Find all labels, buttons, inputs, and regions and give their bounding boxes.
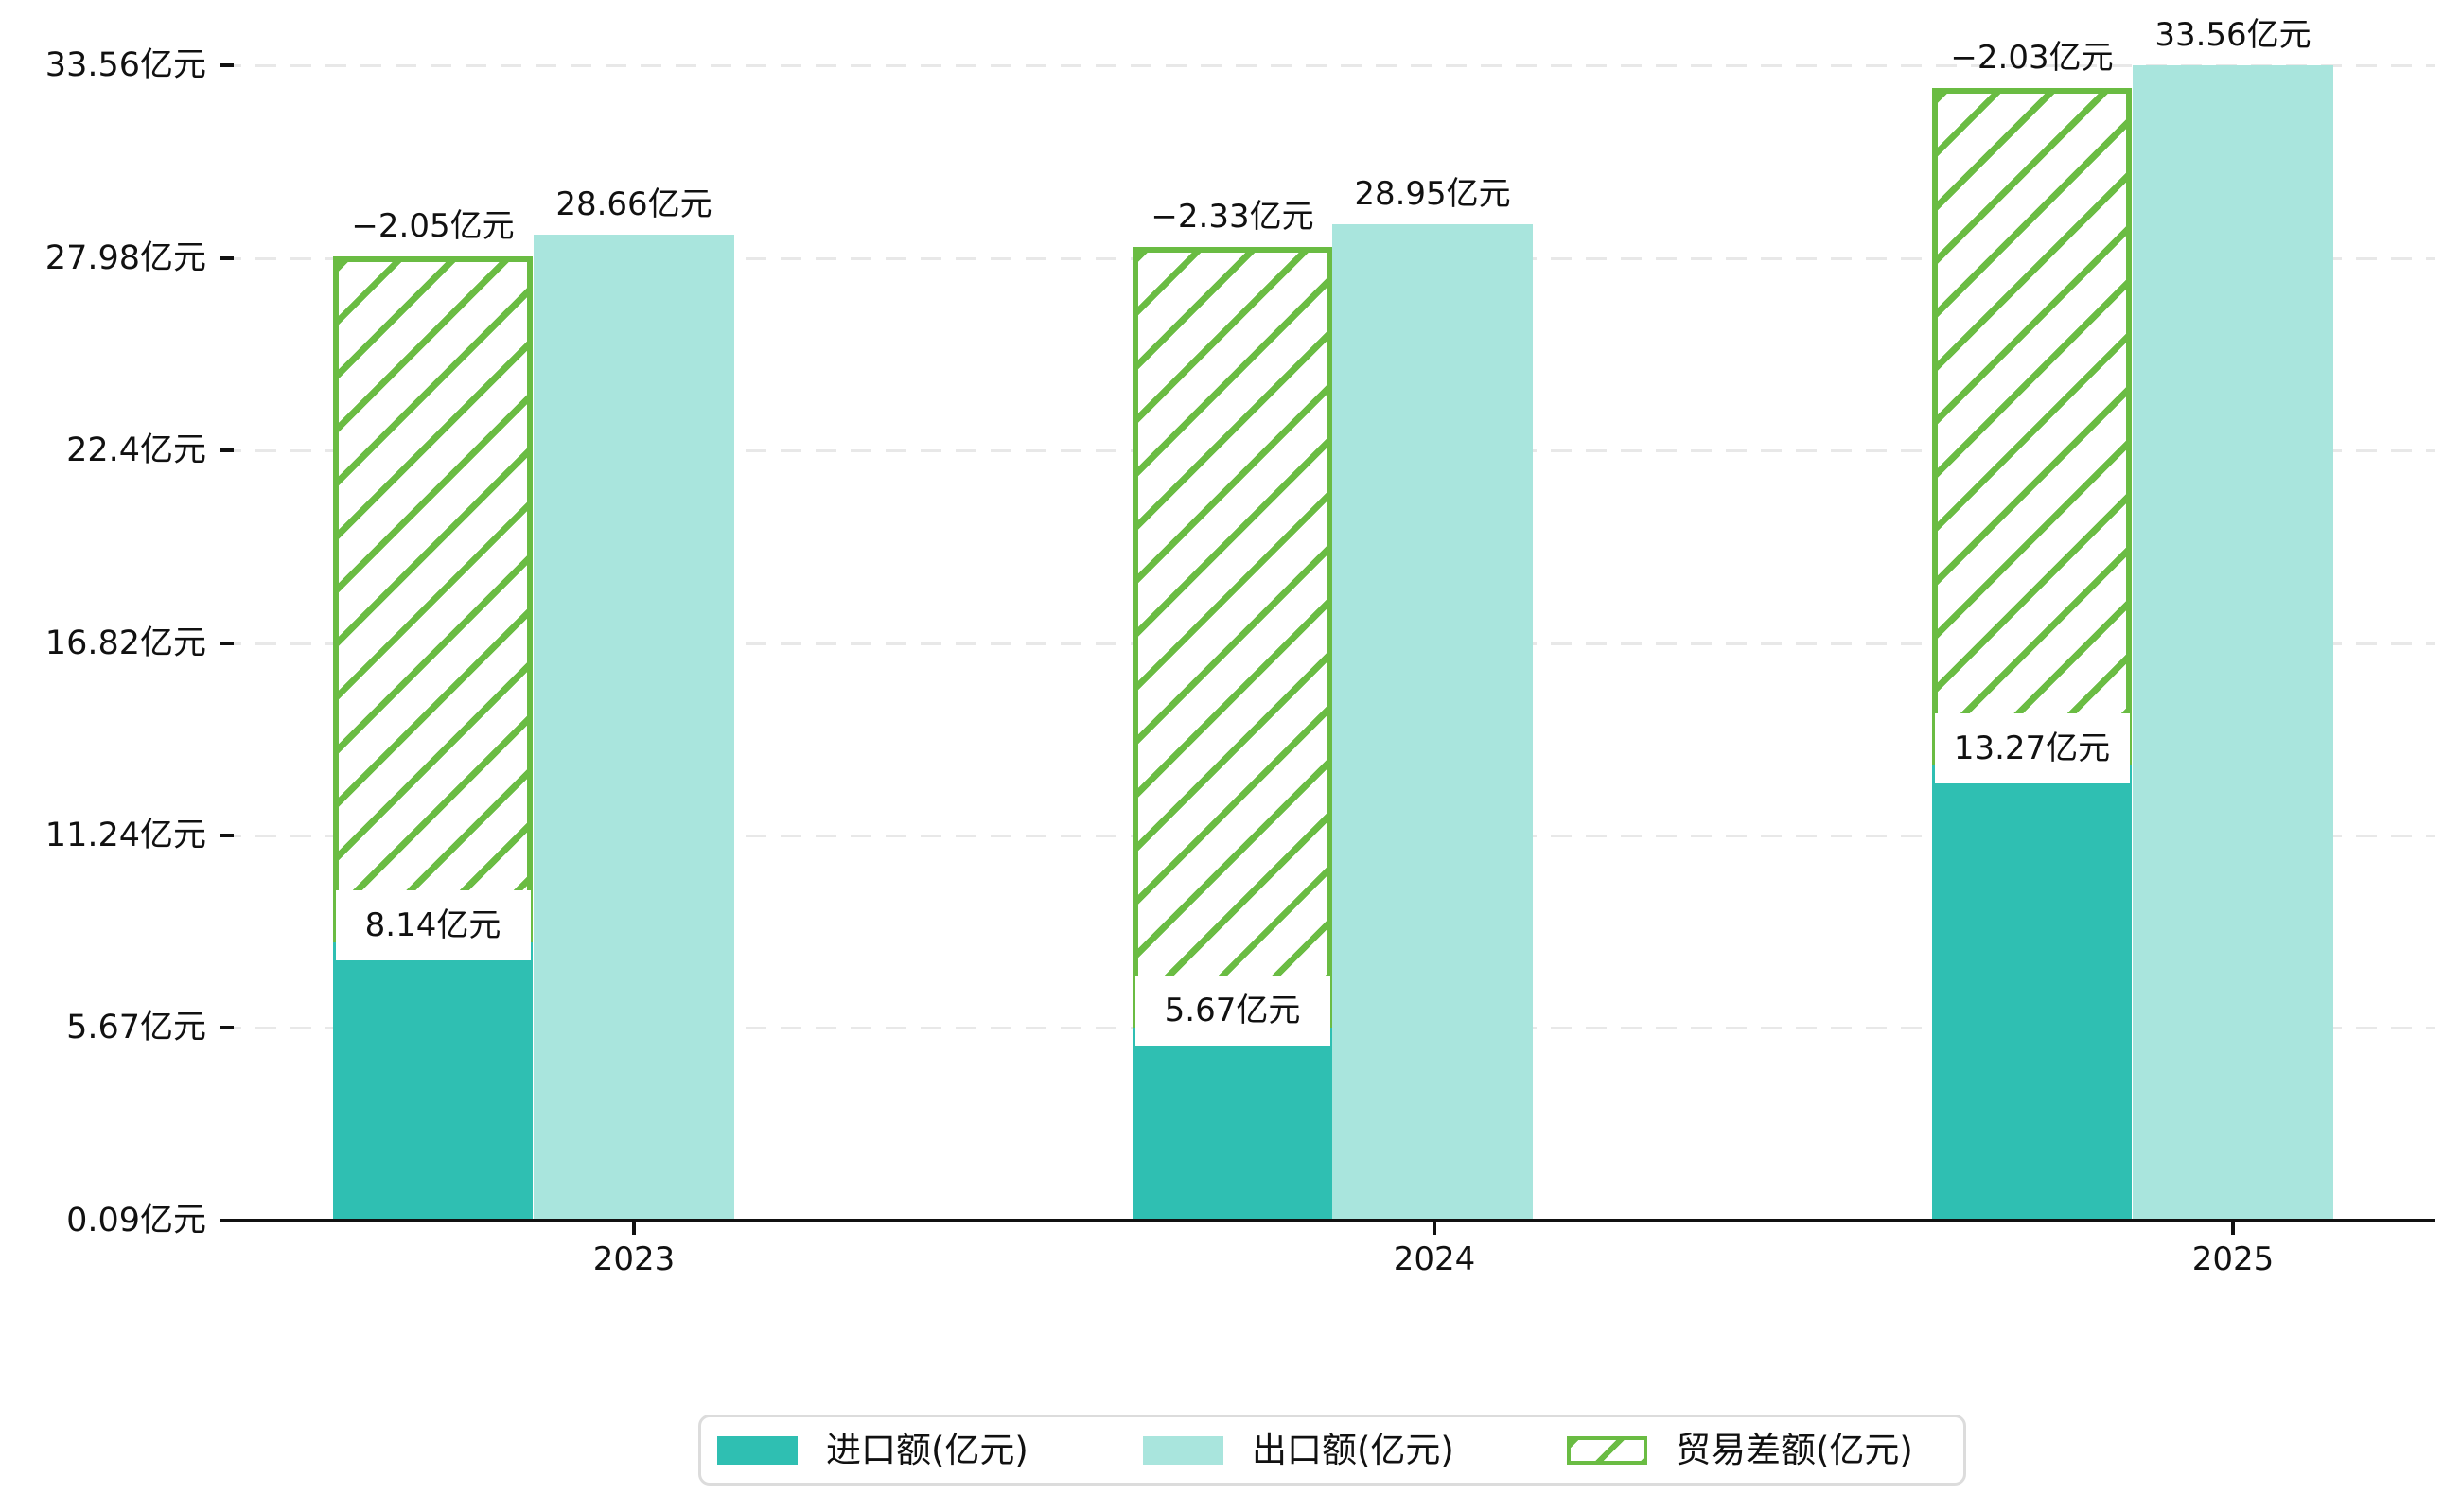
y-axis-tick-label: 11.24亿元 [44, 817, 206, 855]
x-axis-category-label: 2025 [2191, 1240, 2275, 1278]
y-axis-tick-label: 22.4亿元 [66, 431, 206, 470]
import-value-label-box: 13.27亿元 [1934, 713, 2130, 784]
y-axis-tick [220, 255, 234, 260]
balance-value-label: −2.05亿元 [351, 207, 515, 246]
x-axis-category-label: 2023 [592, 1240, 676, 1278]
export-value-label: 28.95亿元 [1354, 175, 1511, 214]
export-bar [2133, 65, 2333, 1221]
y-axis-tick-label: 0.09亿元 [66, 1202, 206, 1239]
import-value-label: 8.14亿元 [364, 906, 501, 945]
import-bar [1133, 1028, 1332, 1221]
x-axis-tick [2231, 1221, 2235, 1235]
import-value-label: 5.67亿元 [1164, 992, 1301, 1030]
legend-label-import: 进口额(亿元) [826, 1429, 1028, 1470]
trade-balance-bar [1932, 87, 2132, 766]
y-axis-tick [220, 63, 234, 67]
trade-balance-bar [333, 256, 533, 943]
import-bar [333, 942, 533, 1221]
x-axis-category-label: 2024 [1393, 1240, 1476, 1278]
y-axis-tick [220, 641, 234, 645]
balance-value-label: −2.03亿元 [1950, 38, 2114, 77]
legend-item-balance[interactable]: 贸易差额(亿元) [1567, 1417, 1913, 1483]
y-axis-tick-label: 27.98亿元 [44, 238, 206, 277]
legend-item-export[interactable]: 出口额(亿元) [1143, 1417, 1454, 1483]
export-bar [1332, 224, 1533, 1221]
y-axis-tick [220, 1026, 234, 1030]
import-bar [1932, 765, 2132, 1221]
legend-item-import[interactable]: 进口额(亿元) [717, 1417, 1028, 1483]
y-gridline [220, 64, 2435, 67]
x-axis-tick [632, 1221, 636, 1235]
export-value-label: 28.66亿元 [555, 185, 712, 223]
y-axis-tick-label: 5.67亿元 [66, 1009, 206, 1047]
export-bar [534, 234, 734, 1221]
balance-value-label: −2.33亿元 [1151, 197, 1314, 236]
export-swatch-icon [1143, 1435, 1223, 1465]
legend-label-export: 出口额(亿元) [1252, 1429, 1454, 1470]
export-value-label: 33.56亿元 [2154, 16, 2312, 54]
import-value-label-box: 8.14亿元 [335, 890, 531, 961]
import-value-label-box: 5.67亿元 [1134, 976, 1330, 1046]
trade-balance-bar [1133, 246, 1332, 1029]
y-axis-tick-label: 16.82亿元 [44, 624, 206, 662]
import-swatch-icon [717, 1435, 798, 1465]
y-axis-tick [220, 834, 234, 838]
x-axis-line [220, 1219, 2435, 1222]
import-value-label: 13.27亿元 [1953, 730, 2111, 768]
balance-hatch-swatch-icon [1567, 1435, 1647, 1465]
y-axis-tick [220, 448, 234, 453]
legend-label-balance: 贸易差额(亿元) [1676, 1429, 1913, 1470]
legend: 进口额(亿元) 出口额(亿元) 贸易差额(亿元) [698, 1415, 1966, 1486]
x-axis-tick [1433, 1221, 1436, 1235]
y-axis-tick-label: 33.56亿元 [44, 46, 206, 84]
